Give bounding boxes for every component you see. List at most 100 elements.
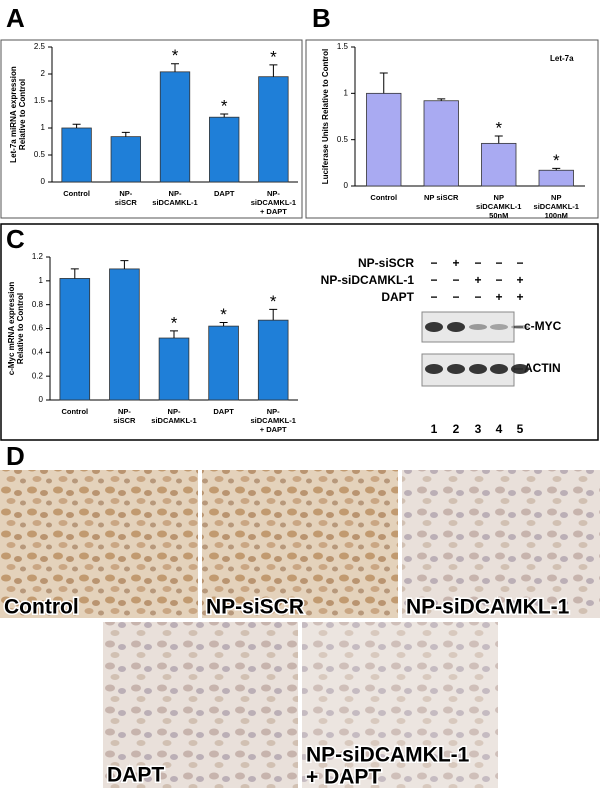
bar (159, 71, 191, 183)
bar (208, 325, 239, 401)
blot-sign: − (516, 256, 523, 270)
x-tick-label: NP- (267, 189, 280, 198)
image-label: DAPT (107, 764, 164, 787)
bar (257, 319, 289, 401)
image-label: + DAPT (306, 766, 381, 788)
blot-sign: + (452, 256, 459, 270)
x-tick-label: NP- (119, 189, 132, 198)
y-axis-label: Relative to Control (16, 293, 25, 364)
error-bar (220, 113, 229, 118)
blot-sign: − (452, 273, 459, 287)
error-bar (170, 330, 178, 339)
x-tick-label: siSCR (113, 416, 136, 425)
blot-sign: + (516, 290, 523, 304)
error-bar (120, 260, 129, 269)
bar (158, 337, 190, 401)
blot-band (511, 325, 529, 329)
bar (366, 92, 402, 187)
panel-frame (305, 39, 599, 219)
significance-marker: * (495, 118, 502, 137)
bar (59, 278, 91, 401)
x-tick-label: NP (551, 193, 561, 202)
bar (61, 127, 92, 183)
y-tick-label: 0.6 (32, 324, 44, 333)
blot-sign: + (516, 273, 523, 287)
y-tick-label: 0.5 (337, 135, 349, 144)
y-tick-label: 0 (39, 395, 44, 404)
panel-frame (0, 39, 303, 219)
panel-label: D (6, 441, 25, 471)
y-tick-label: 0.8 (32, 300, 44, 309)
image-label: Control (4, 596, 79, 619)
y-axis-label: Luciferase Units Relative to Control (321, 49, 330, 185)
x-tick-label: NP siSCR (424, 193, 459, 202)
y-axis-label: Relative to Control (18, 79, 27, 150)
y-tick-label: 0 (344, 181, 349, 190)
error-bar (171, 63, 179, 72)
bar (481, 142, 517, 187)
error-bar (437, 98, 446, 101)
x-tick-label: siDCAMKL-1 (151, 416, 196, 425)
blot-sign: + (474, 273, 481, 287)
histology-image (103, 622, 298, 788)
panel-label: C (6, 224, 25, 254)
blot-band-label: c-MYC (524, 319, 562, 333)
x-tick-label: siDCAMKL-1 (534, 202, 579, 211)
y-tick-label: 0.5 (34, 150, 46, 159)
x-tick-label: siSCR (115, 198, 138, 207)
y-axis-label: Let-7a miRNA expression (9, 66, 18, 163)
lane-number: 5 (517, 422, 524, 436)
x-tick-label: Control (63, 189, 90, 198)
error-bar (379, 72, 388, 94)
y-tick-label: 0 (41, 177, 46, 186)
blot-sign: − (474, 290, 481, 304)
histology-image (202, 470, 398, 618)
blot-sign: − (495, 273, 502, 287)
blot-band (490, 324, 508, 330)
image-label: NP-siDCAMKL-1 (306, 744, 470, 767)
panel-label: B (312, 3, 331, 33)
error-bar (72, 123, 81, 128)
blot-band (447, 322, 465, 332)
blot-band (447, 364, 465, 374)
significance-marker: * (553, 151, 560, 170)
significance-marker: * (172, 46, 179, 65)
bar (258, 76, 289, 183)
x-tick-label: + DAPT (260, 207, 287, 216)
significance-marker: * (270, 292, 277, 311)
blot-band (469, 364, 487, 374)
bar (109, 268, 140, 401)
bar (538, 169, 574, 187)
blot-band-label: ACTIN (524, 361, 561, 375)
x-tick-label: siDCAMKL-1 (476, 202, 521, 211)
annotation: Let-7a (550, 54, 574, 63)
y-tick-label: 2.5 (34, 42, 46, 51)
significance-marker: * (220, 305, 227, 324)
y-tick-label: 2 (41, 69, 46, 78)
blot-row-label: NP-siDCAMKL-1 (321, 273, 415, 287)
x-tick-label: DAPT (214, 189, 235, 198)
significance-marker: * (171, 313, 178, 332)
x-tick-label: + DAPT (260, 425, 287, 434)
y-tick-label: 1.5 (337, 42, 349, 51)
error-bar (552, 167, 561, 171)
histology-image (0, 470, 198, 618)
x-tick-label: 100nM (545, 211, 568, 220)
blot-band (490, 364, 508, 374)
x-tick-label: siDCAMKL-1 (250, 416, 295, 425)
y-tick-label: 0.4 (32, 347, 44, 356)
bar (110, 136, 141, 183)
blot-row-label: DAPT (381, 290, 414, 304)
blot-sign: − (430, 273, 437, 287)
x-tick-label: siDCAMKL-1 (152, 198, 197, 207)
error-bar (269, 308, 278, 321)
x-tick-label: NP (494, 193, 504, 202)
x-tick-label: NP- (169, 189, 182, 198)
lane-number: 4 (496, 422, 503, 436)
significance-marker: * (221, 96, 228, 115)
y-tick-label: 1 (41, 123, 46, 132)
panel-frame (0, 223, 599, 441)
y-axis-label: c-Myc mRNA expression (7, 282, 16, 376)
x-tick-label: DAPT (213, 407, 234, 416)
